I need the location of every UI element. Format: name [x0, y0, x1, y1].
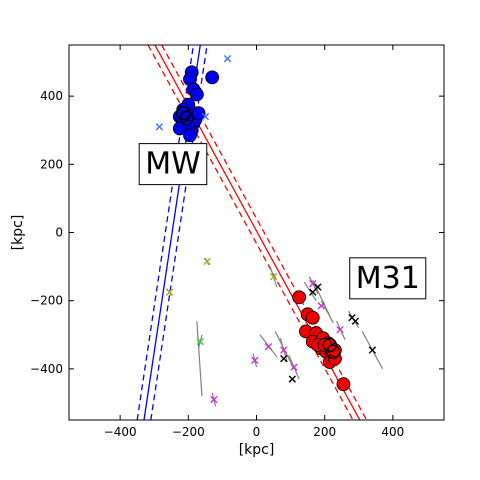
annotation-label: M31: [356, 261, 420, 296]
open-circle-marker: [326, 344, 341, 360]
circle-marker: [189, 87, 204, 102]
circle-marker: [336, 377, 351, 392]
y-tick-label: 400: [40, 89, 63, 103]
error-bar: [196, 321, 203, 397]
circle-marker: [191, 106, 206, 121]
y-tick-label: −200: [30, 294, 63, 308]
x-marker: [368, 346, 377, 354]
x-axis-label: [kpc]: [239, 442, 275, 458]
x-marker: [223, 54, 232, 63]
x-marker: [251, 356, 259, 365]
x-marker: [336, 325, 344, 334]
x-marker: [288, 375, 296, 383]
annotation-box: [349, 257, 427, 300]
x-marker: [317, 302, 325, 310]
circle-marker: [205, 70, 220, 85]
x-tick-label: 200: [313, 425, 336, 439]
x-tick-label: −200: [172, 425, 205, 439]
annotation-box: [138, 143, 208, 186]
x-marker: [264, 343, 273, 351]
circle-marker: [305, 310, 320, 325]
y-tick-label: 200: [40, 157, 63, 171]
x-marker: [201, 112, 210, 121]
x-tick-label: 0: [253, 425, 261, 439]
x-marker: [165, 288, 174, 296]
x-marker: [309, 279, 317, 288]
circle-marker: [172, 121, 187, 136]
x-marker: [196, 337, 204, 346]
x-marker: [269, 273, 278, 281]
x-marker: [280, 354, 288, 363]
x-marker: [210, 395, 218, 404]
x-marker: [280, 346, 288, 354]
annotation-label: MW: [145, 147, 201, 182]
open-circle-marker: [179, 111, 194, 126]
y-tick-label: −400: [30, 362, 63, 376]
y-axis-label: [kpc]: [10, 215, 26, 251]
plot-frame: [68, 44, 445, 421]
x-marker: [290, 363, 298, 371]
open-circle-marker: [322, 337, 337, 353]
x-marker: [203, 257, 211, 266]
x-tick-label: −400: [104, 425, 137, 439]
x-marker: [155, 123, 164, 131]
data-markers: [155, 54, 377, 404]
x-tick-label: 400: [381, 425, 404, 439]
circle-marker: [183, 128, 197, 143]
x-marker: [351, 317, 360, 325]
axis-ticks: −400 −200 0 200 400 −400 −200 0 200 400: [30, 45, 444, 439]
error-bar: [303, 281, 317, 302]
x-marker: [314, 283, 322, 291]
circle-marker: [292, 290, 307, 305]
m31-plane-lower-line: [147, 45, 354, 420]
annotations: MW M31: [138, 143, 427, 300]
y-tick-label: 0: [55, 226, 63, 240]
